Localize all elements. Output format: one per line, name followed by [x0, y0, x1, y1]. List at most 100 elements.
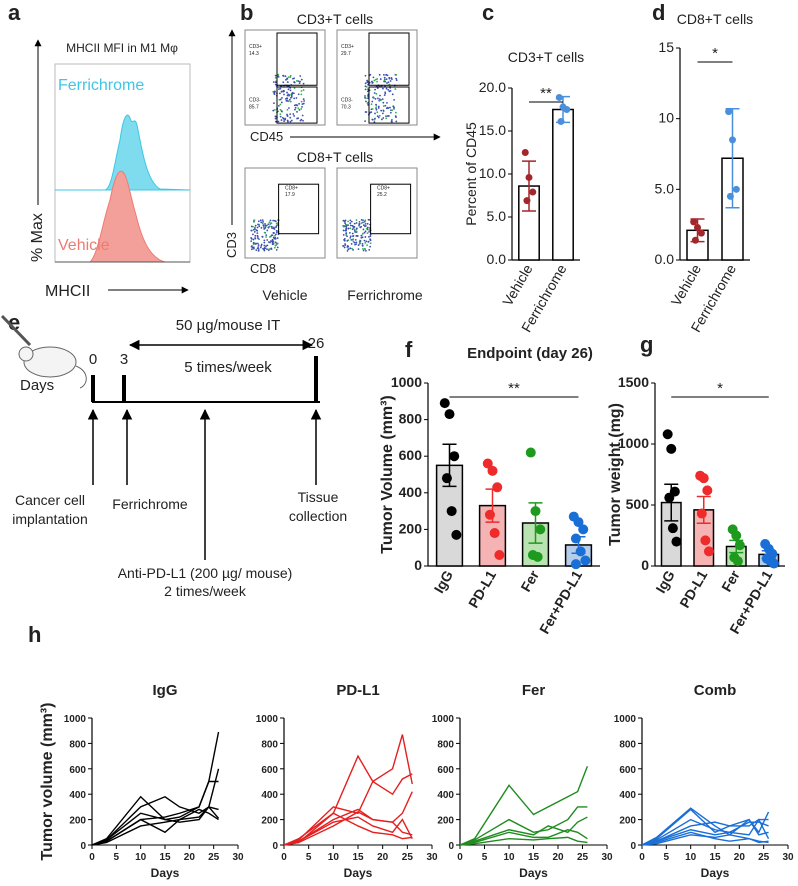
x-axis-label: CD8 [250, 261, 276, 276]
event-dot [267, 226, 270, 229]
y-tick-label: 600 [619, 765, 636, 776]
event-dot [365, 249, 367, 252]
event-dot [257, 249, 260, 252]
event-dot [368, 230, 370, 233]
event-dot [360, 222, 363, 225]
event-dot [366, 79, 369, 82]
event-dot [365, 97, 367, 100]
event-dot [290, 119, 293, 122]
y-tick-label: 400 [399, 484, 423, 500]
gate [276, 86, 318, 124]
event-dot [281, 116, 284, 119]
x-tick-label: 25 [758, 852, 770, 863]
event-dot [295, 104, 297, 106]
event-dot [266, 239, 269, 241]
series-line [459, 766, 589, 846]
event-dot [379, 94, 381, 97]
event-dot [254, 224, 257, 227]
event-dot [346, 246, 349, 248]
x-axis-label: Days [344, 866, 373, 880]
event-dot [355, 230, 358, 233]
event-dot [272, 109, 275, 112]
event-dot [269, 219, 272, 222]
data-point [557, 118, 565, 126]
event-dot [358, 220, 361, 223]
x-tick-label: 15 [352, 852, 364, 863]
legend-label: Vehicle [58, 237, 110, 254]
event-dot [352, 226, 355, 229]
panel-label: f [405, 337, 413, 362]
event-dot [290, 96, 293, 98]
y-tick-label: 0 [641, 557, 649, 573]
event-dot [297, 80, 300, 83]
event-dot [360, 236, 363, 239]
y-axis-label: Percent of CD45 [463, 122, 479, 226]
event-dot [350, 220, 353, 223]
y-tick-label: 600 [261, 765, 278, 776]
y-tick-label: 0.0 [655, 251, 675, 267]
event-dot [293, 87, 296, 89]
y-axis-label: Tumor weight (mg) [607, 403, 624, 546]
event-dot [376, 80, 379, 83]
x-tick-label: 5 [114, 852, 120, 863]
event-dot [381, 98, 384, 101]
event-dot [292, 113, 295, 115]
event-dot [393, 107, 395, 110]
y-tick-label: 200 [619, 816, 636, 827]
event-dot [364, 219, 367, 222]
event-dot [289, 74, 292, 77]
event-dot [302, 89, 305, 91]
event-dot [274, 74, 277, 77]
event-dot [280, 119, 283, 121]
event-dot [357, 244, 360, 247]
event-dot [394, 88, 397, 90]
event-dot [351, 228, 354, 231]
event-dot [263, 241, 266, 244]
event-dot [371, 118, 374, 121]
event-dot [272, 236, 275, 239]
event-dot [261, 222, 264, 225]
data-point [525, 447, 536, 458]
event-dot [271, 239, 274, 242]
event-dot [275, 233, 277, 236]
data-point [729, 136, 736, 144]
mouse-body [23, 346, 77, 378]
event-dot [395, 120, 398, 123]
x-tick-label: 20 [552, 852, 564, 863]
y-tick-label: 200 [69, 816, 86, 827]
y-tick-label: 0 [414, 557, 422, 573]
syringe [0, 314, 32, 347]
y-tick-label: 800 [437, 739, 454, 750]
x-axis-label: CD45 [250, 129, 283, 144]
gate-label: CD8+ [377, 186, 390, 192]
event-dot [258, 225, 261, 228]
panel-title: CD8+T cells [297, 149, 373, 165]
event-dot [274, 115, 277, 118]
event-dot [387, 81, 390, 84]
event-dot [345, 234, 348, 237]
event-dot [293, 81, 296, 84]
x-tick-label: 30 [232, 852, 244, 863]
event-dot [379, 99, 381, 101]
event-dot [272, 81, 275, 83]
event-dot [386, 102, 388, 104]
event-dot [300, 93, 303, 96]
event-dot [354, 243, 356, 246]
event-dot [275, 226, 277, 229]
event-dot [262, 220, 264, 223]
event-dot [282, 75, 285, 77]
x-tick-label: 20 [377, 852, 389, 863]
data-point [694, 223, 701, 231]
event-dot [276, 237, 279, 239]
event-dot [361, 248, 364, 250]
event-dot [289, 120, 292, 123]
event-dot [371, 108, 374, 110]
event-dot [287, 120, 289, 123]
event-dot [256, 226, 259, 229]
event-dot [373, 92, 376, 94]
y-tick-label: 0.0 [487, 251, 507, 267]
event-dot [359, 226, 362, 229]
event-dot [298, 102, 300, 105]
y-tick-label: 500 [626, 496, 650, 512]
event-dot [300, 78, 303, 81]
